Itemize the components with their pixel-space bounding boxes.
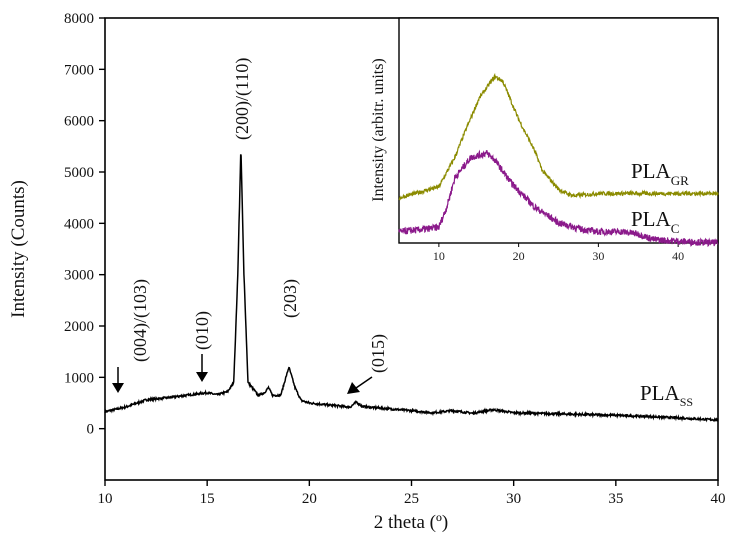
y-tick-label: 4000	[64, 216, 94, 232]
x-tick-label: 15	[200, 491, 215, 507]
x-tick-label: 30	[506, 491, 521, 507]
series-line-pla-gr	[398, 72, 719, 201]
x-tick-label: 20	[302, 491, 317, 507]
inset-x-tick-label: 10	[433, 249, 445, 263]
x-tick-label: 40	[711, 491, 726, 507]
legend-pla-ss-sub: SS	[680, 395, 693, 409]
inset-plot: 10 20 30 40 Intensity (arbitr. units) PLAGR…	[370, 17, 719, 263]
y-tick-label: 1000	[64, 370, 94, 386]
main-x-axis-title: 2 theta (º)	[374, 512, 448, 533]
peak-label: (004)/(103)	[130, 279, 151, 362]
arrow-head-icon	[112, 383, 124, 393]
peak-annotations: (004)/(103) (010) (200)/(110) (203) (015)	[112, 58, 389, 394]
arrow-line	[355, 376, 373, 389]
inset-x-ticks: 10 20 30 40	[433, 243, 684, 263]
main-plot: 0 1000 2000 3000 4000 5000 6000 7000 8000 10 15 20…	[8, 11, 726, 533]
legend-pla-ss-name: PLA	[640, 381, 681, 405]
legend-pla-c-name: PLA	[631, 207, 672, 231]
y-tick-label: 8000	[64, 11, 94, 27]
main-x-ticks: 10 15 20 25 30 35 40	[98, 480, 726, 507]
arrow-head-icon	[196, 372, 208, 382]
x-tick-label: 10	[98, 491, 113, 507]
legend-pla-c-sub: C	[671, 221, 680, 236]
inset-plot-frame	[398, 17, 719, 244]
peak-label: (203)	[280, 279, 301, 318]
peak-label: (015)	[368, 334, 389, 373]
y-tick-label: 6000	[64, 114, 94, 130]
x-tick-label: 25	[404, 491, 419, 507]
main-y-ticks: 0 1000 2000 3000 4000 5000 6000 7000 8000	[64, 11, 105, 438]
legend-pla-gr: PLAGR	[631, 159, 689, 188]
legend-pla-gr-name: PLA	[631, 159, 672, 183]
y-tick-label: 0	[87, 422, 95, 438]
series-line-pla-ss	[104, 154, 719, 423]
inset-x-tick-label: 30	[592, 249, 604, 263]
inset-x-tick-label: 20	[513, 249, 525, 263]
legend-pla-gr-sub: GR	[671, 173, 689, 188]
arrow-head-icon	[347, 382, 360, 394]
legend-pla-ss: PLASS	[640, 381, 693, 409]
peak-label: (010)	[192, 311, 213, 350]
y-tick-label: 7000	[64, 62, 94, 78]
series-line-pla-c	[398, 149, 719, 248]
y-tick-label: 2000	[64, 319, 94, 335]
inset-y-axis-title: Intensity (arbitr. units)	[370, 58, 387, 202]
peak-label: (200)/(110)	[232, 58, 253, 140]
y-tick-label: 5000	[64, 165, 94, 181]
y-tick-label: 3000	[64, 268, 94, 284]
x-tick-label: 35	[608, 491, 623, 507]
inset-x-tick-label: 40	[672, 249, 684, 263]
main-y-axis-title: Intensity (Counts)	[8, 180, 29, 318]
legend-pla-c: PLAC	[631, 207, 679, 236]
